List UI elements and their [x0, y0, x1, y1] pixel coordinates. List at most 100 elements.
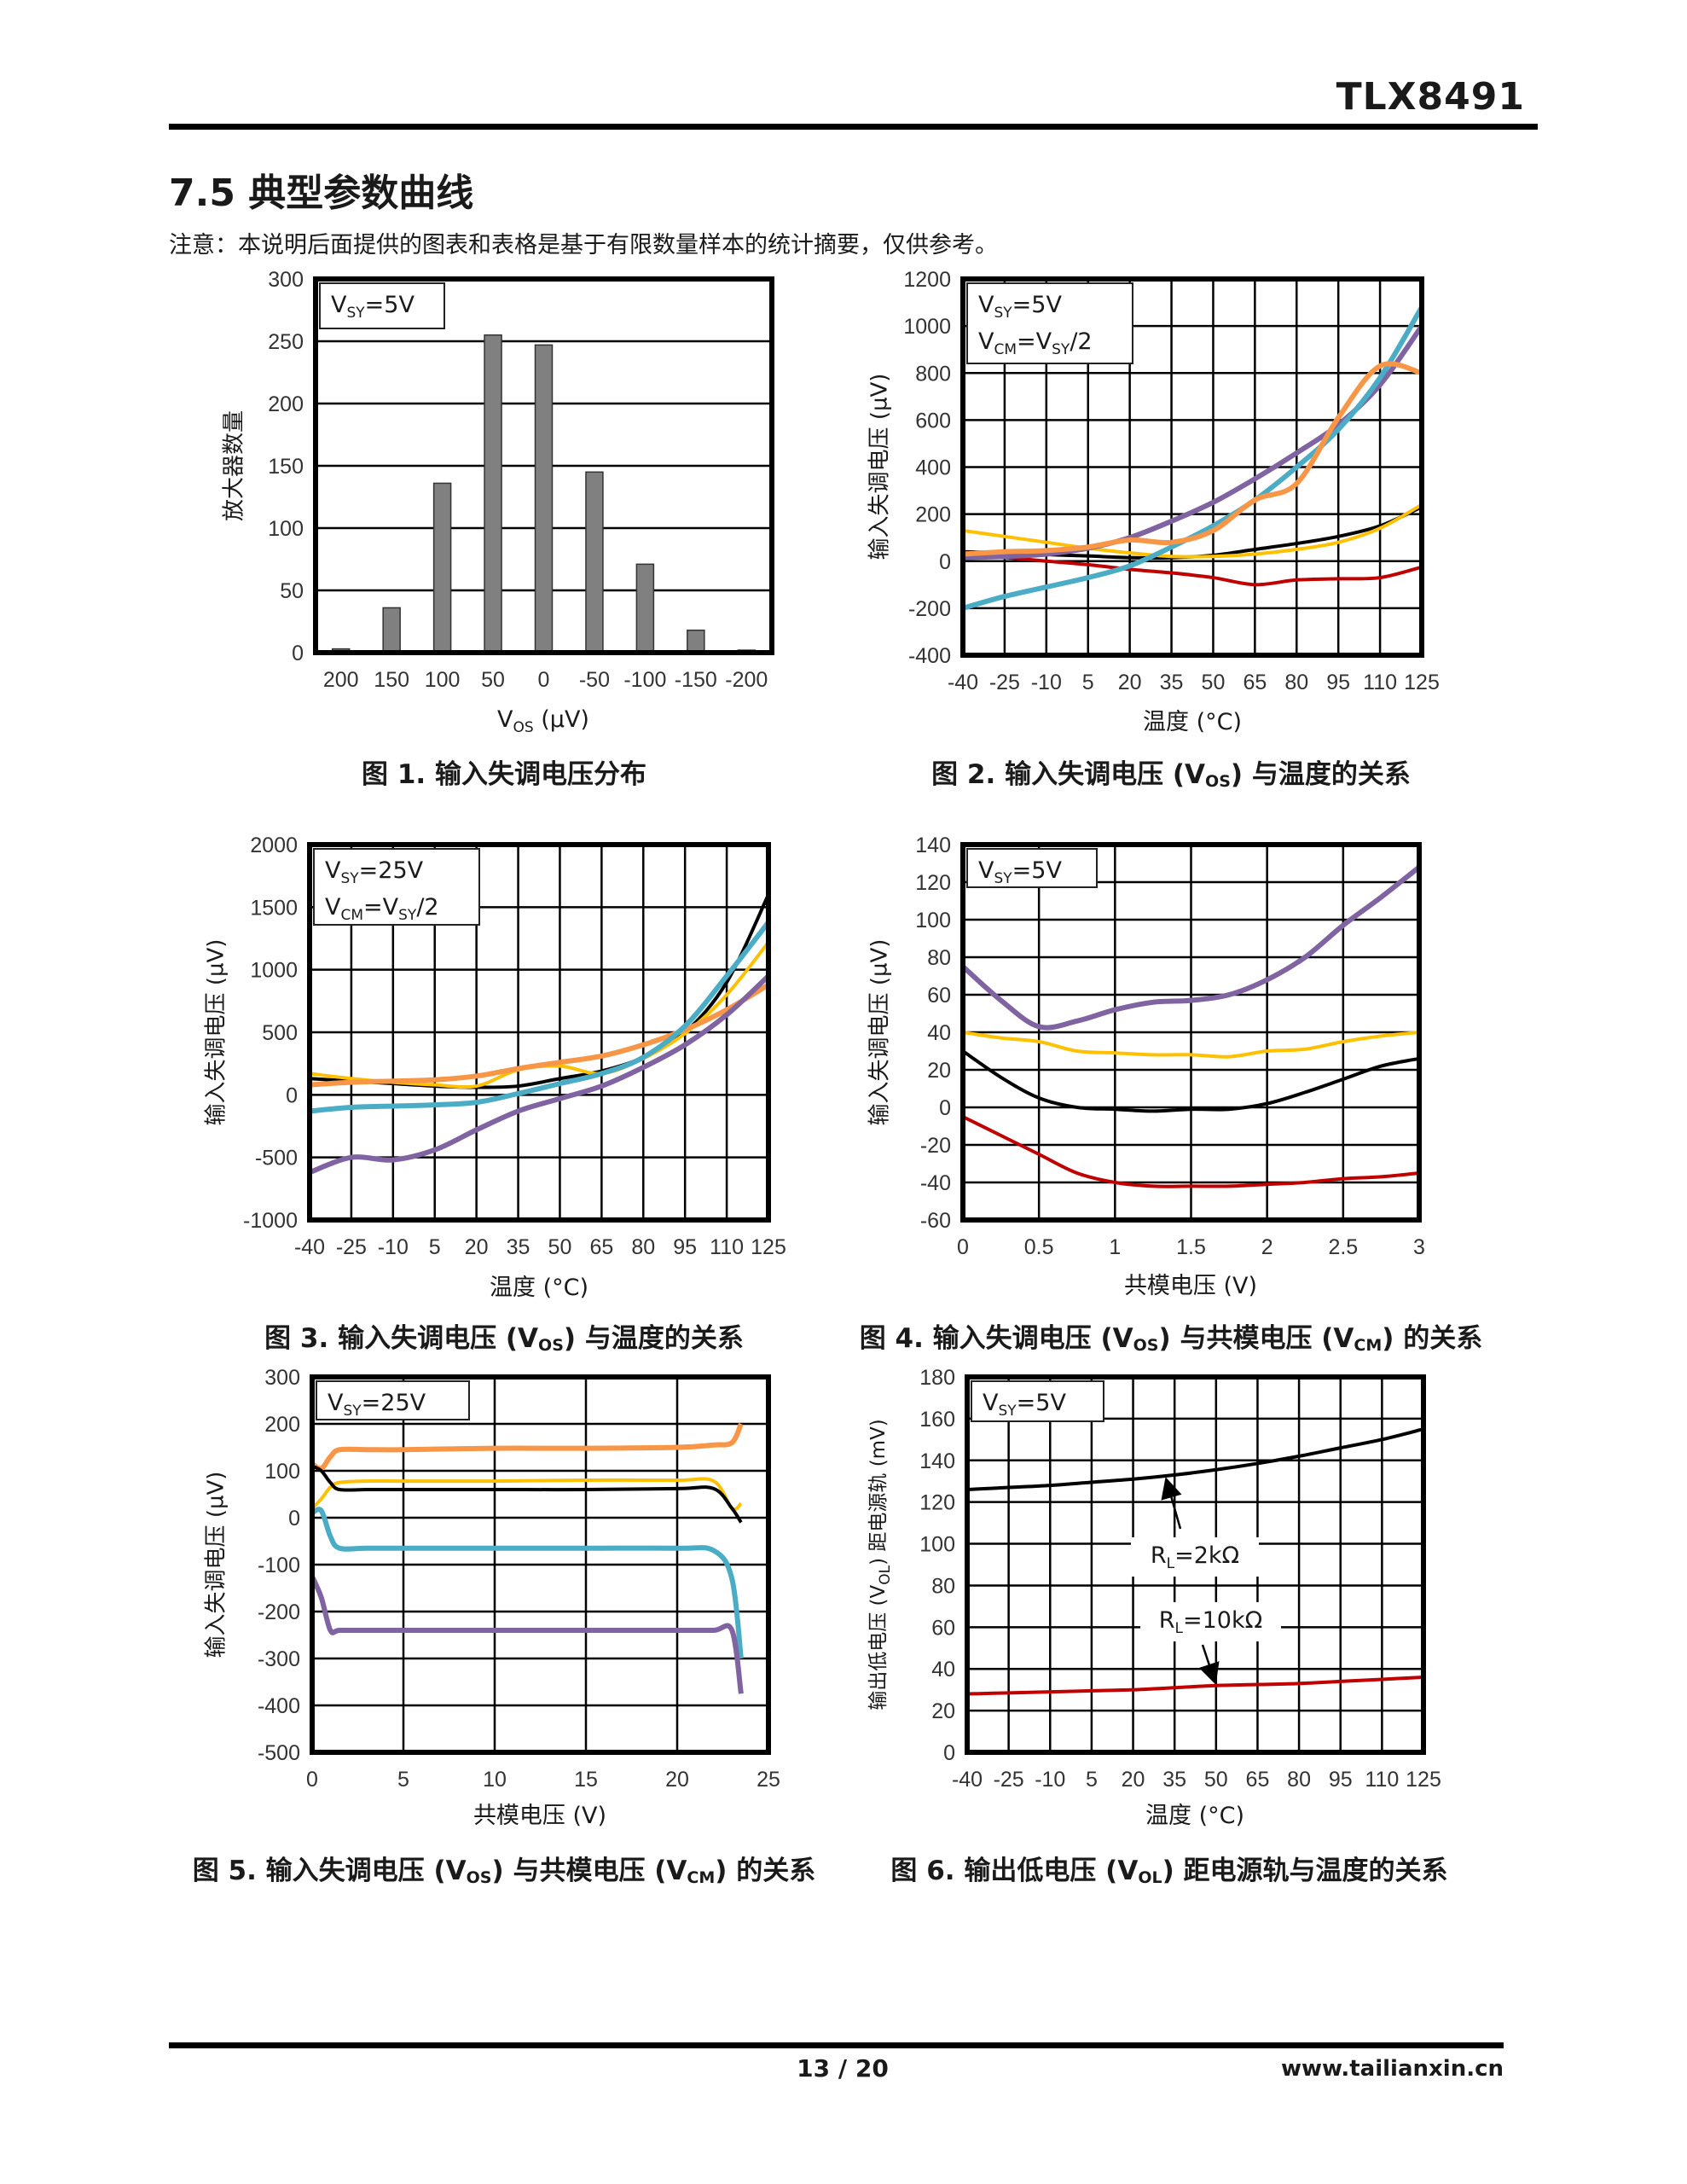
series-line — [309, 982, 770, 1088]
figure-caption: 图 2. 输入失调电压 (VOS) 与温度的关系 — [931, 752, 1411, 791]
x-tick-label: 0 — [306, 1768, 318, 1792]
text-segment: =10kΩ — [1183, 1607, 1263, 1634]
x-tick-label: 110 — [710, 1235, 744, 1259]
text-segment: ) 与共模电压 ( — [1158, 1323, 1334, 1354]
text-segment: V — [978, 857, 994, 884]
x-tick-label: 35 — [1160, 671, 1184, 694]
website-link[interactable]: www.tailianxin.cn — [1280, 2056, 1504, 2082]
subscript: SY — [998, 1403, 1017, 1420]
subscript: OL — [1138, 1868, 1162, 1887]
series-line — [966, 1427, 1424, 1491]
x-tick-label: 25 — [757, 1768, 780, 1792]
figure-caption: 图 3. 输入失调电压 (VOS) 与温度的关系 — [264, 1316, 744, 1355]
text-segment: V — [867, 1584, 890, 1599]
series-line — [310, 1422, 744, 1472]
x-tick-label: 50 — [1204, 1768, 1228, 1792]
text-segment: =5V — [1016, 1390, 1066, 1416]
legend-box: VSY=5V — [319, 282, 445, 329]
x-tick-label: -10 — [1031, 671, 1062, 694]
x-tick-label: 65 — [589, 1235, 613, 1259]
y-tick-label: 0 — [288, 1507, 300, 1531]
x-axis-title: 温度 (°C) — [490, 1269, 588, 1302]
text-segment: /2 — [1070, 328, 1093, 355]
x-tick-label: 125 — [1406, 1768, 1441, 1792]
y-tick-label: 20 — [927, 1059, 951, 1083]
y-tick-label: 600 — [915, 409, 951, 433]
legend-line: VSY=5V — [978, 291, 1122, 328]
x-axis-title: 温度 (°C) — [1143, 703, 1242, 736]
legend-line: VSY=25V — [328, 1389, 458, 1426]
x-tick-label: 20 — [465, 1235, 489, 1259]
y-tick-label: 120 — [915, 871, 951, 895]
text-segment: 共模电压 (V) — [472, 1803, 607, 1829]
text-segment: R — [1158, 1607, 1175, 1634]
series-line — [311, 1464, 743, 1524]
y-tick-label: -400 — [258, 1694, 300, 1718]
x-tick-label: -25 — [994, 1768, 1024, 1792]
text-segment: =V — [363, 894, 399, 921]
text-segment: 共模电压 (V) — [1123, 1273, 1258, 1299]
text-segment: V — [1117, 1856, 1139, 1886]
legend-line: VSY=5V — [978, 857, 1086, 893]
y-tick-label: -200 — [908, 597, 951, 621]
x-tick-label: 200 — [323, 668, 359, 692]
histogram-bar — [382, 607, 401, 653]
y-tick-label: 100 — [264, 1460, 300, 1484]
x-tick-label: 65 — [1243, 671, 1267, 694]
legend-line: VCM=VSY/2 — [978, 328, 1122, 364]
x-tick-label: -25 — [989, 671, 1020, 694]
x-tick-label: -10 — [378, 1235, 409, 1259]
series-line — [310, 1477, 743, 1512]
text-segment: 输出低电压 ( — [867, 1598, 890, 1711]
y-tick-label: 200 — [915, 503, 951, 527]
chart-vos-vs-temp-5v: -400 -200 0 200 400 600 800 1000 1200 -40 -25 -10 5 2… — [903, 268, 1439, 694]
y-tick-label: 1000 — [250, 959, 298, 983]
x-tick-label: 35 — [1162, 1768, 1186, 1792]
text-segment: V — [1333, 1323, 1354, 1354]
subscript: SY — [398, 907, 417, 924]
text-segment: (µV) — [533, 706, 589, 733]
chart-svg: 0 20 40 60 80 100 120 140 160 180 -40 -25 -10 5 20 35 50… — [919, 1366, 1441, 1792]
x-tick-label: 80 — [1287, 1768, 1311, 1792]
text-segment: 输入失调电压 (µV) — [867, 938, 893, 1126]
y-tick-label: 20 — [931, 1699, 955, 1723]
text-segment: V — [666, 1856, 687, 1886]
text-segment: V — [325, 857, 341, 884]
text-segment: V — [328, 1390, 344, 1416]
plot-frame — [307, 842, 771, 1223]
chart-svg: -500 -400 -300 -200 -100 0 100 200 300 0 5 10 15 20 25 — [258, 1366, 780, 1792]
x-tick-label: 125 — [751, 1235, 786, 1259]
x-tick-label: 80 — [631, 1235, 655, 1259]
y-tick-label: 60 — [931, 1616, 955, 1640]
y-tick-label: 0 — [286, 1083, 298, 1107]
text-segment: V — [445, 1856, 467, 1886]
text-segment: =5V — [364, 292, 415, 318]
text-segment: 图 3. 输入失调电压 ( — [264, 1323, 519, 1354]
y-tick-label: 2000 — [250, 834, 298, 857]
subscript: OS — [538, 1336, 564, 1355]
x-tick-label: -40 — [294, 1235, 325, 1259]
x-tick-label: -10 — [1035, 1768, 1065, 1792]
subscript: CM — [994, 341, 1017, 358]
x-tick-label: 110 — [1363, 671, 1397, 694]
y-tick-label: 0 — [943, 1741, 955, 1765]
plot-frame — [960, 276, 1424, 658]
x-tick-label: 15 — [574, 1768, 598, 1792]
chart-svg: 0 50 100 150 200 250 300 200 150 100 50 0 -50 -100 -15… — [268, 268, 774, 692]
document-id: TLX8491 — [1336, 75, 1525, 119]
series-line — [308, 973, 771, 1176]
subscript: SY — [994, 870, 1012, 887]
x-tick-label: 35 — [507, 1235, 530, 1259]
text-segment: 输入失调电压 (µV) — [867, 373, 893, 561]
figure-caption: 图 1. 输入失调电压分布 — [362, 752, 646, 791]
y-tick-label: 0 — [939, 1096, 951, 1120]
legend-box: VSY=25V VCM=VSY/2 — [313, 848, 480, 926]
series-line — [962, 305, 1424, 611]
x-tick-label: 0.5 — [1024, 1235, 1054, 1259]
x-tick-label: -25 — [336, 1235, 367, 1259]
plot-frame — [965, 1374, 1426, 1755]
text-segment: ) 与温度的关系 — [1230, 759, 1411, 790]
text-segment: =25V — [358, 857, 424, 884]
y-tick-label: 300 — [268, 268, 304, 292]
y-tick-label: 60 — [927, 984, 951, 1008]
